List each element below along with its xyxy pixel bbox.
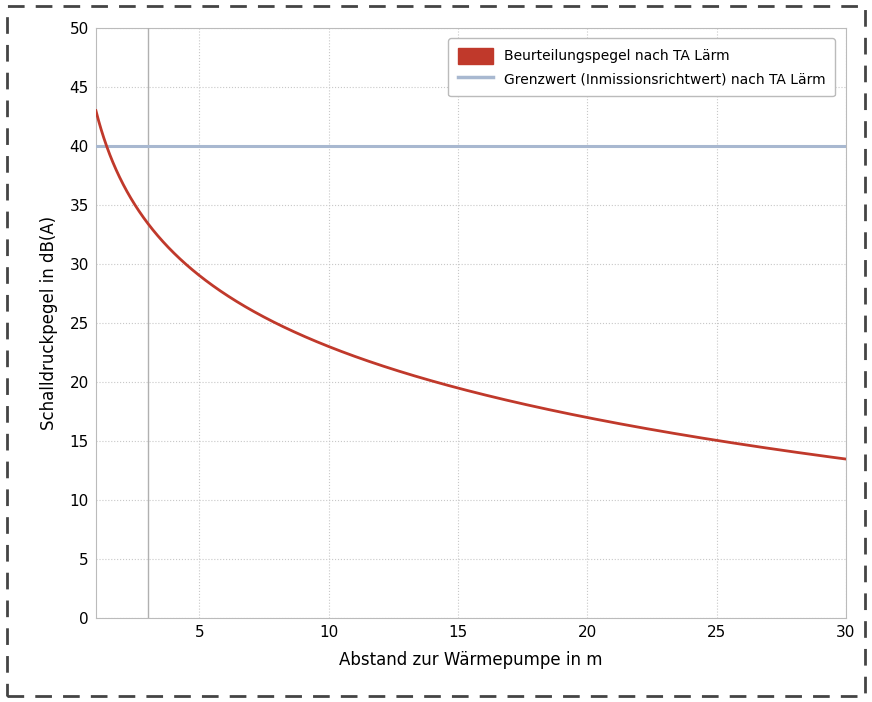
X-axis label: Abstand zur Wärmepumpe in m: Abstand zur Wärmepumpe in m (339, 651, 603, 669)
Y-axis label: Schalldruckpegel in dB(A): Schalldruckpegel in dB(A) (40, 216, 58, 430)
Legend: Beurteilungspegel nach TA Lärm, Grenzwert (Inmissionsrichtwert) nach TA Lärm: Beurteilungspegel nach TA Lärm, Grenzwer… (448, 38, 835, 96)
